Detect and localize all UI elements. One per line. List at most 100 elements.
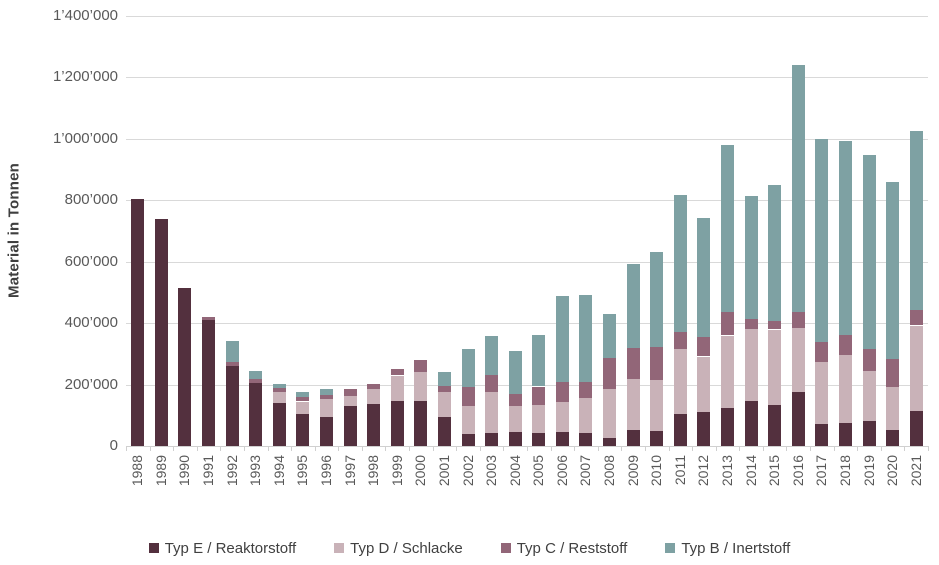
bar-segment (579, 433, 593, 446)
bar-segment (202, 320, 216, 446)
gridline (126, 261, 928, 263)
y-tick-label: 800’000 (64, 191, 118, 209)
bar-segment (721, 145, 734, 312)
bar-2015 (768, 185, 782, 446)
plot-area (126, 16, 929, 451)
bar-2021 (909, 131, 923, 446)
x-tick-label: 2000 (412, 455, 429, 487)
x-tick-label: 1989 (152, 455, 169, 487)
bar-segment (862, 349, 876, 371)
bar-segment (555, 296, 569, 382)
bar-2004 (508, 351, 522, 446)
x-axis-tick (149, 446, 151, 451)
bar-segment (791, 327, 805, 392)
gridline (126, 200, 928, 202)
bar-segment (862, 370, 876, 421)
bar-segment (768, 185, 782, 321)
bar-1991 (202, 317, 216, 446)
bar-segment (886, 182, 900, 359)
x-axis-tick (409, 446, 411, 451)
bar-segment (461, 406, 475, 434)
bar-1994 (272, 384, 286, 446)
bar-2006 (555, 295, 569, 446)
legend-item: Typ E / Reaktorstoff (148, 540, 296, 557)
x-tick-label: 2014 (742, 455, 759, 487)
bar-2005 (532, 335, 546, 446)
bar-segment (343, 389, 357, 396)
y-tick-label: 1’400’000 (52, 7, 118, 24)
bar-segment (532, 387, 546, 405)
x-axis-tick (196, 446, 198, 451)
legend-item: Typ B / Inertstoff (665, 540, 790, 557)
legend-swatch (500, 543, 511, 553)
bar-segment (838, 141, 852, 335)
bar-segment (744, 196, 758, 319)
x-axis-tick (857, 446, 859, 451)
bar-segment (626, 430, 640, 446)
legend-label: Typ C / Reststoff (516, 539, 628, 557)
bar-segment (414, 360, 428, 372)
legend-swatch (665, 543, 676, 553)
bar-segment (744, 318, 758, 329)
bar-2014 (744, 196, 758, 446)
bar-segment (390, 401, 404, 446)
legend-item: Typ D / Schlacke (334, 540, 463, 557)
x-axis-labels: 1988 1989 1990 1991 1992 1993 1994 1995 1996 1997… (126, 453, 928, 511)
bar-segment (697, 412, 711, 446)
bar-2009 (626, 264, 640, 446)
bar-segment (367, 384, 381, 389)
bar-segment (272, 392, 286, 403)
gridline (126, 138, 928, 140)
bar-segment (461, 349, 475, 387)
x-tick-label: 2002 (459, 455, 476, 487)
bar-segment (721, 312, 734, 335)
bar-segment (320, 399, 333, 417)
bar-segment (485, 433, 499, 446)
bar-segment (650, 252, 664, 347)
bar-segment (909, 326, 923, 411)
bar-segment (744, 401, 758, 446)
bar-segment (414, 372, 428, 401)
gridline (126, 384, 928, 386)
y-tick-label: 400’000 (64, 314, 118, 332)
bar-1990 (178, 288, 192, 446)
bar-segment (768, 405, 782, 446)
bar-segment (225, 341, 239, 362)
bar-2011 (673, 195, 687, 446)
gridline (126, 77, 928, 79)
bar-segment (320, 395, 333, 399)
x-axis-tick (432, 446, 434, 451)
bar-segment (579, 295, 593, 382)
bar-segment (555, 432, 569, 446)
bar-segment (673, 349, 687, 414)
bar-segment (367, 404, 381, 446)
x-axis-tick (479, 446, 481, 451)
x-tick-label: 2012 (695, 455, 712, 487)
bar-2008 (603, 314, 617, 446)
bar-segment (555, 402, 569, 432)
bar-segment (272, 388, 286, 392)
bar-segment (721, 408, 734, 446)
x-axis-tick (810, 446, 812, 451)
bar-segment (626, 264, 640, 348)
bar-segment (909, 310, 923, 325)
bar-segment (791, 312, 805, 328)
bar-segment (414, 401, 428, 446)
x-axis-tick (715, 446, 717, 451)
x-tick-label: 1990 (176, 455, 193, 487)
x-tick-label: 1999 (388, 455, 405, 487)
bar-segment (838, 355, 852, 423)
bar-segment (320, 417, 333, 446)
x-axis-tick (126, 446, 127, 451)
x-axis-tick (928, 446, 929, 451)
x-tick-label: 1998 (365, 455, 382, 487)
bar-2001 (437, 372, 451, 446)
bar-segment (390, 369, 404, 375)
x-axis-tick (786, 446, 788, 451)
x-tick-label: 2021 (907, 455, 924, 487)
bar-segment (437, 372, 451, 386)
bar-segment (437, 392, 451, 417)
x-tick-label: 2001 (435, 455, 452, 487)
bar-1993 (249, 371, 263, 446)
x-axis-tick (550, 446, 552, 451)
